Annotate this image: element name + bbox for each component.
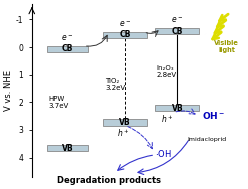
Text: HPW
3.7eV: HPW 3.7eV (48, 96, 68, 109)
Text: VB: VB (120, 118, 131, 127)
Text: $e^-$: $e^-$ (171, 16, 183, 26)
Bar (47, 145, 88, 151)
Text: $h^+$: $h^+$ (161, 113, 174, 125)
Text: $e^-$: $e^-$ (119, 19, 131, 29)
Bar (103, 119, 148, 125)
Y-axis label: V vs. NHE: V vs. NHE (4, 70, 13, 111)
Text: $e^-$: $e^-$ (61, 33, 73, 43)
Text: In₂O₃
2.8eV: In₂O₃ 2.8eV (156, 65, 176, 78)
Text: VB: VB (62, 144, 73, 153)
Text: CB: CB (62, 44, 73, 53)
Text: CB: CB (172, 27, 183, 36)
Text: Imidacloprid: Imidacloprid (187, 137, 226, 142)
Text: CB: CB (120, 30, 131, 39)
Bar (47, 46, 88, 52)
Text: VB: VB (172, 104, 183, 113)
Text: TiO₂
3.2eV: TiO₂ 3.2eV (105, 78, 125, 91)
Text: Degradation products: Degradation products (57, 176, 161, 185)
Text: $\mathbf{OH^-}$: $\mathbf{OH^-}$ (202, 110, 225, 121)
Bar (155, 28, 199, 34)
Text: Visible
light: Visible light (214, 40, 239, 53)
Text: $\cdot$OH: $\cdot$OH (155, 148, 172, 159)
Bar (155, 105, 199, 111)
Bar (103, 32, 148, 38)
Text: $h^+$: $h^+$ (117, 128, 130, 139)
